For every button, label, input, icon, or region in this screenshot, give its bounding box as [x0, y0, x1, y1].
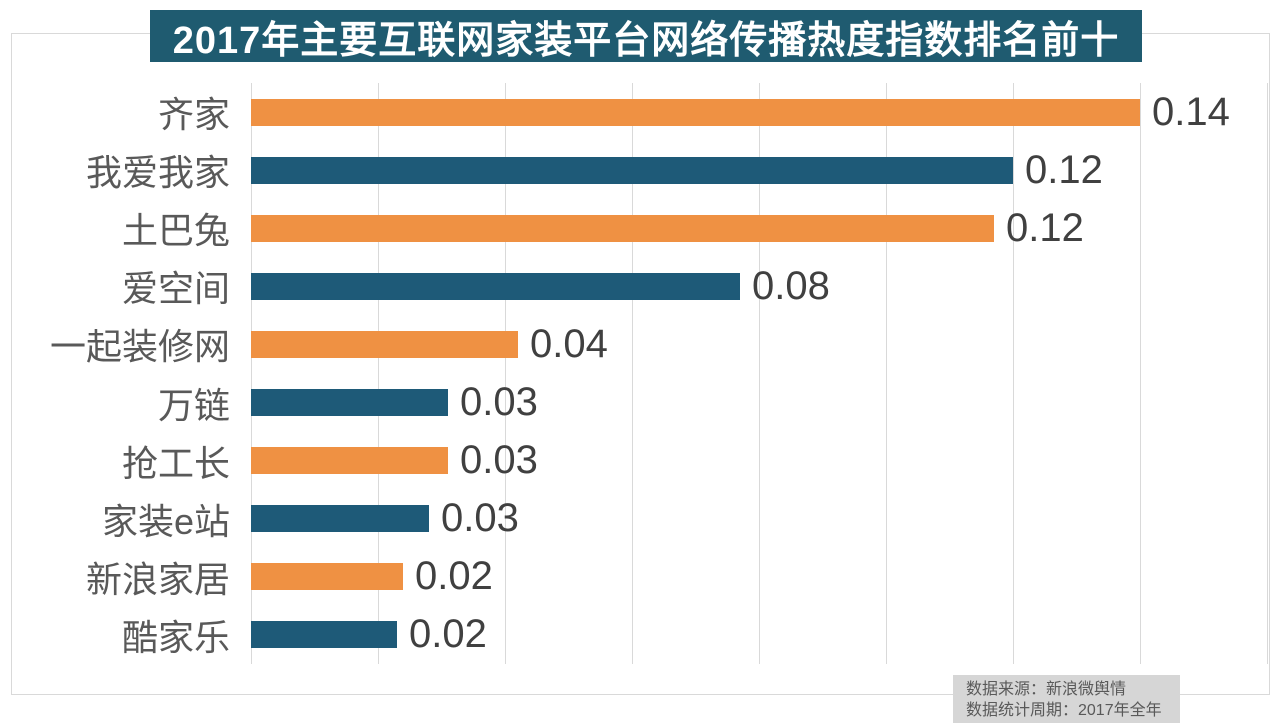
bar [251, 214, 994, 242]
bar-row: 一起装修网 0.04 [12, 315, 1269, 373]
gridline [1267, 83, 1268, 664]
value-label: 0.12 [1025, 147, 1103, 192]
chart-frame: 齐家 0.14 我爱我家 0.12 土巴兔 0.12 爱空间 0.08 一起装修… [11, 33, 1270, 695]
category-label: 土巴兔 [121, 210, 230, 252]
grid-layer [12, 83, 1269, 664]
category-label: 新浪家居 [85, 558, 230, 600]
bar [251, 621, 397, 649]
bar [251, 98, 1140, 126]
source-line-2: 数据统计周期：2017年全年 [966, 702, 1162, 719]
gridline [1013, 83, 1014, 664]
value-label: 0.14 [1152, 89, 1230, 134]
bar [251, 505, 429, 533]
value-label: 0.08 [752, 263, 830, 308]
bar-row: 我爱我家 0.12 [12, 141, 1269, 199]
gridline [505, 83, 506, 664]
bar [251, 272, 740, 300]
category-label: 齐家 [157, 94, 230, 136]
bar-row: 新浪家居 0.02 [12, 548, 1269, 606]
bar [251, 447, 448, 475]
bar-row: 齐家 0.14 [12, 83, 1269, 141]
value-label: 0.04 [530, 321, 608, 366]
bar [251, 563, 403, 591]
bar-row: 抢工长 0.03 [12, 432, 1269, 490]
bar-row: 爱空间 0.08 [12, 257, 1269, 315]
category-label: 家装e站 [101, 500, 230, 542]
gridline [1140, 83, 1141, 664]
chart-title-banner: 2017年主要互联网家装平台网络传播热度指数排名前十 [150, 10, 1142, 62]
value-label: 0.02 [415, 554, 493, 599]
bar-row: 酷家乐 0.02 [12, 606, 1269, 664]
bar-row: 万链 0.03 [12, 373, 1269, 431]
gridline [378, 83, 379, 664]
bar [251, 156, 1013, 184]
value-label: 0.03 [460, 438, 538, 483]
value-label: 0.02 [409, 612, 487, 657]
gridline [759, 83, 760, 664]
source-box: 数据来源：新浪微舆情 数据统计周期：2017年全年 [953, 675, 1180, 723]
plot-area: 齐家 0.14 我爱我家 0.12 土巴兔 0.12 爱空间 0.08 一起装修… [12, 83, 1269, 664]
category-label: 酷家乐 [121, 616, 230, 658]
value-label: 0.12 [1006, 205, 1084, 250]
category-label: 一起装修网 [49, 326, 230, 368]
value-label: 0.03 [460, 380, 538, 425]
source-line-1: 数据来源：新浪微舆情 [966, 681, 1127, 698]
gridline [251, 83, 252, 664]
category-label: 爱空间 [121, 268, 230, 310]
category-label: 万链 [157, 384, 230, 426]
bar [251, 330, 518, 358]
bars-container: 齐家 0.14 我爱我家 0.12 土巴兔 0.12 爱空间 0.08 一起装修… [12, 83, 1269, 664]
bar-row: 家装e站 0.03 [12, 490, 1269, 548]
bar-row: 土巴兔 0.12 [12, 199, 1269, 257]
bar [251, 389, 448, 417]
category-label: 我爱我家 [85, 152, 230, 194]
value-label: 0.03 [441, 496, 519, 541]
gridline [886, 83, 887, 664]
gridline [632, 83, 633, 664]
chart-title: 2017年主要互联网家装平台网络传播热度指数排名前十 [172, 19, 1120, 62]
category-label: 抢工长 [121, 442, 230, 484]
